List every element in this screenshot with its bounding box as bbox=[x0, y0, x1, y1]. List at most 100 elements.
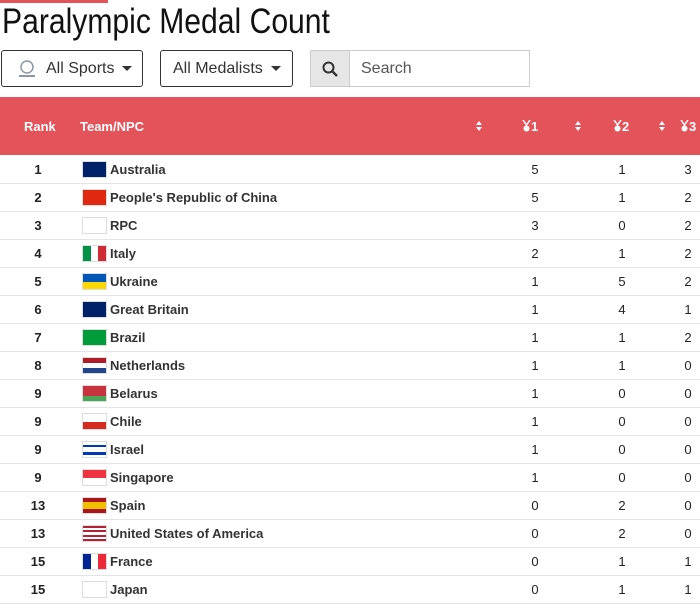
table-row: 7 Brazil 1 1 2 bbox=[0, 324, 700, 352]
table-row: 9 Singapore 1 0 0 bbox=[0, 464, 700, 492]
silver-count: 1 bbox=[618, 358, 626, 373]
silver-count: 4 bbox=[618, 302, 626, 317]
table-row: 6 Great Britain 1 4 1 bbox=[0, 296, 700, 324]
silver-count: 0 bbox=[618, 442, 626, 457]
rank: 1 bbox=[34, 162, 42, 177]
gold-count: 3 bbox=[531, 218, 539, 233]
bronze-count: 1 bbox=[684, 302, 692, 317]
team-name: Australia bbox=[110, 162, 166, 177]
gold-count: 2 bbox=[531, 246, 539, 261]
team-name: People's Republic of China bbox=[110, 190, 278, 205]
silver-count: 2 bbox=[618, 498, 626, 513]
rank-header[interactable]: Rank bbox=[24, 118, 56, 134]
team-name: Singapore bbox=[110, 470, 174, 485]
flag bbox=[82, 161, 107, 178]
team-name: Spain bbox=[110, 498, 146, 513]
search-button[interactable] bbox=[310, 50, 350, 87]
team-name: Belarus bbox=[110, 386, 158, 401]
bronze-count: 0 bbox=[684, 386, 692, 401]
silver-count: 1 bbox=[618, 582, 626, 597]
team-header[interactable]: Team/NPC bbox=[80, 118, 145, 134]
team-name: Israel bbox=[110, 442, 144, 457]
flag bbox=[82, 329, 107, 346]
bronze-header[interactable]: 3 bbox=[680, 97, 696, 155]
rank: 4 bbox=[34, 246, 42, 261]
accent-bar bbox=[0, 0, 108, 3]
silver-count: 0 bbox=[618, 470, 626, 485]
silver-header-label: 2 bbox=[622, 118, 630, 134]
sport-icon bbox=[19, 59, 35, 77]
table-row: 9 Chile 1 0 0 bbox=[0, 408, 700, 436]
gold-count: 0 bbox=[531, 582, 539, 597]
search-icon bbox=[322, 61, 338, 77]
gold-count: 1 bbox=[531, 358, 539, 373]
team-name: Brazil bbox=[110, 330, 146, 345]
gold-count: 0 bbox=[531, 498, 539, 513]
bronze-count: 0 bbox=[684, 414, 692, 429]
table-row: 5 Ukraine 1 5 2 bbox=[0, 268, 700, 296]
medal-icon bbox=[680, 120, 689, 132]
bronze-count: 2 bbox=[684, 274, 692, 289]
gold-header-label: 1 bbox=[531, 118, 539, 134]
bronze-count: 0 bbox=[684, 526, 692, 541]
table-row: 3 RPC 3 0 2 bbox=[0, 212, 700, 240]
rank: 15 bbox=[30, 554, 46, 569]
bronze-count: 2 bbox=[684, 246, 692, 261]
team-name: Ukraine bbox=[110, 274, 158, 289]
gold-count: 0 bbox=[531, 526, 539, 541]
rank: 2 bbox=[34, 190, 42, 205]
medalists-filter[interactable]: All Medalists bbox=[160, 50, 293, 87]
table-row: 8 Netherlands 1 1 0 bbox=[0, 352, 700, 380]
rank: 13 bbox=[30, 526, 46, 541]
silver-count: 0 bbox=[618, 414, 626, 429]
team-name: France bbox=[110, 554, 153, 569]
team-name: Great Britain bbox=[110, 302, 189, 317]
page-title: Paralympic Medal Count bbox=[2, 2, 330, 41]
flag bbox=[82, 273, 107, 290]
rank: 3 bbox=[34, 218, 42, 233]
silver-count: 5 bbox=[618, 274, 626, 289]
table-row: 13 Spain 0 2 0 bbox=[0, 492, 700, 520]
sports-filter[interactable]: All Sports bbox=[1, 50, 143, 87]
bronze-count: 1 bbox=[684, 582, 692, 597]
search-placeholder: Search bbox=[361, 59, 412, 77]
team-name: United States of America bbox=[110, 526, 264, 541]
gold-header[interactable]: 1 bbox=[522, 97, 538, 155]
team-name: Netherlands bbox=[110, 358, 186, 373]
gold-count: 1 bbox=[531, 442, 539, 457]
table-row: 15 France 0 1 1 bbox=[0, 548, 700, 576]
silver-count: 1 bbox=[618, 554, 626, 569]
gold-count: 1 bbox=[531, 302, 539, 317]
rank: 13 bbox=[30, 498, 46, 513]
search-input[interactable]: Search bbox=[350, 50, 530, 87]
flag bbox=[82, 301, 107, 318]
table-header: Rank Team/NPC 1 2 3 bbox=[0, 97, 700, 155]
bronze-count: 2 bbox=[684, 218, 692, 233]
flag bbox=[82, 441, 107, 458]
bronze-count: 2 bbox=[684, 190, 692, 205]
rank: 9 bbox=[34, 442, 42, 457]
rank: 9 bbox=[34, 386, 42, 401]
bronze-count: 0 bbox=[684, 442, 692, 457]
table-row: 4 Italy 2 1 2 bbox=[0, 240, 700, 268]
sports-filter-label: All Sports bbox=[46, 59, 115, 77]
table-row: 13 United States of America 0 2 0 bbox=[0, 520, 700, 548]
bronze-count: 0 bbox=[684, 470, 692, 485]
rank: 8 bbox=[34, 358, 42, 373]
medal-icon bbox=[522, 120, 531, 132]
medalists-filter-label: All Medalists bbox=[173, 59, 263, 77]
team-name: Italy bbox=[110, 246, 137, 261]
flag bbox=[82, 497, 107, 514]
rank: 7 bbox=[34, 330, 42, 345]
team-name: RPC bbox=[110, 218, 138, 233]
gold-count: 1 bbox=[531, 330, 539, 345]
silver-header[interactable]: 2 bbox=[613, 97, 629, 155]
silver-count: 2 bbox=[618, 526, 626, 541]
flag bbox=[82, 413, 107, 430]
table-row: 1 Australia 5 1 3 bbox=[0, 156, 700, 184]
flag bbox=[82, 581, 107, 598]
rank: 9 bbox=[34, 470, 42, 485]
bronze-count: 3 bbox=[684, 162, 692, 177]
silver-count: 1 bbox=[618, 330, 626, 345]
silver-count: 1 bbox=[618, 162, 626, 177]
